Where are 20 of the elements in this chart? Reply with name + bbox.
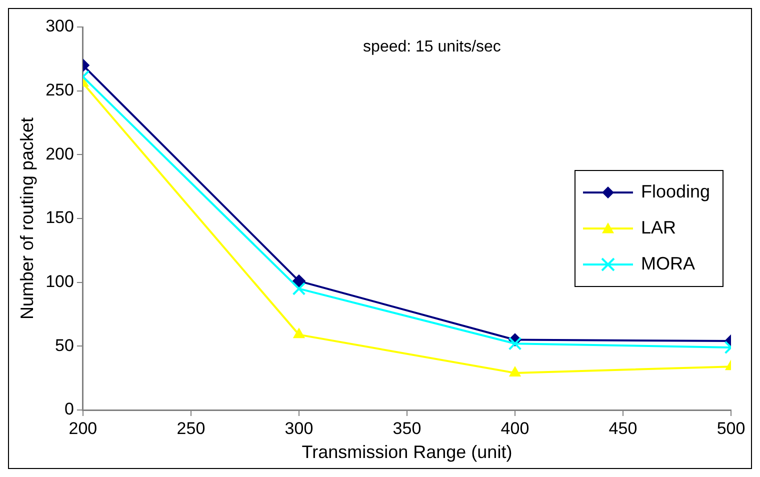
y-tick-label: 250 — [46, 80, 74, 100]
x-tick-label: 500 — [716, 418, 746, 438]
x-axis-title: Transmission Range (unit) — [302, 442, 512, 462]
legend-label: MORA — [641, 253, 695, 274]
legend-label: LAR — [641, 217, 676, 238]
x-tick-label: 250 — [176, 418, 206, 438]
x-tick-label: 350 — [392, 418, 422, 438]
y-tick-label: 0 — [64, 400, 74, 419]
x-tick-label: 400 — [500, 418, 530, 438]
annotation: speed: 15 units/sec — [363, 38, 501, 56]
y-tick-label: 150 — [46, 208, 74, 228]
legend-label: Flooding — [641, 181, 710, 202]
x-tick-label: 450 — [608, 418, 638, 438]
x-tick-label: 200 — [68, 418, 98, 438]
y-tick-label: 50 — [55, 336, 74, 355]
x-tick-label: 300 — [284, 418, 314, 438]
y-tick-label: 300 — [46, 16, 74, 36]
y-tick-label: 100 — [46, 272, 74, 292]
y-tick-label: 200 — [46, 144, 74, 164]
y-axis-title: Number of routing packet — [16, 117, 37, 320]
